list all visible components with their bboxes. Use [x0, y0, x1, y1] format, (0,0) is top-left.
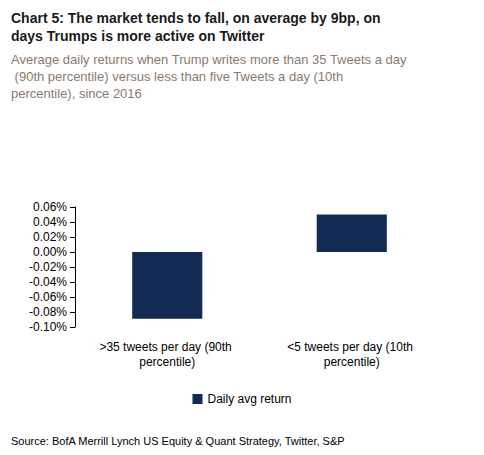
- svg-text:-0.06%: -0.06%: [29, 290, 67, 304]
- svg-text:0.06%: 0.06%: [33, 200, 67, 214]
- svg-text:-0.08%: -0.08%: [29, 305, 67, 319]
- svg-text:0.00%: 0.00%: [33, 245, 67, 259]
- svg-text:-0.10%: -0.10%: [29, 320, 67, 334]
- svg-text:percentile): percentile): [139, 355, 195, 369]
- svg-text:Source: BofA Merrill Lynch US: Source: BofA Merrill Lynch US Equity & Q…: [11, 435, 345, 447]
- svg-text:-0.04%: -0.04%: [29, 275, 67, 289]
- svg-text:percentile), since 2016: percentile), since 2016: [11, 86, 142, 101]
- svg-text:percentile): percentile): [324, 355, 380, 369]
- svg-text:Average daily returns when Tru: Average daily returns when Trump writes …: [11, 52, 407, 67]
- svg-text:>35 tweets per day (90th: >35 tweets per day (90th: [99, 340, 235, 354]
- svg-text:(90th percentile) versus less: (90th percentile) versus less than five …: [11, 69, 347, 84]
- svg-text:Daily avg return: Daily avg return: [207, 392, 291, 406]
- svg-text:0.04%: 0.04%: [33, 215, 67, 229]
- svg-text:Chart 5: The market tends to f: Chart 5: The market tends to fall, on av…: [11, 10, 384, 26]
- svg-text:days Trumps is more active on: days Trumps is more active on Twitter: [11, 28, 265, 44]
- svg-text:<5 tweets per day (10th: <5 tweets per day (10th: [287, 340, 416, 354]
- svg-text:-0.02%: -0.02%: [29, 260, 67, 274]
- svg-text:0.02%: 0.02%: [33, 230, 67, 244]
